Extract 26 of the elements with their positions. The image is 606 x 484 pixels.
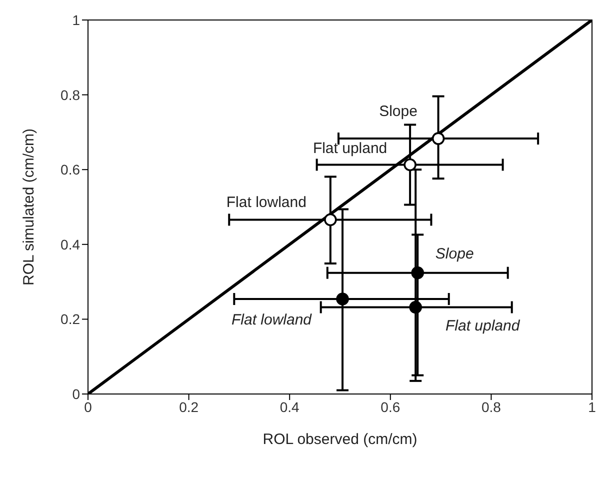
point (324, 213, 337, 226)
point (411, 266, 424, 280)
y-axis-title: ROL simulated (cm/cm) (20, 128, 38, 286)
x-tick-label: 0.4 (280, 398, 300, 415)
point (432, 132, 445, 145)
x-tick-label: 0 (84, 398, 92, 415)
annotation: Flat lowland (226, 194, 306, 212)
annotation: Flat upland (312, 140, 388, 158)
point (409, 300, 422, 314)
annotation: Slope (435, 245, 474, 262)
x-tick-label: 0.8 (481, 398, 502, 415)
point (336, 292, 349, 306)
y-tick-label: 0.2 (60, 311, 80, 328)
y-tick-label: 0.6 (60, 162, 80, 178)
y-tick-label: 0 (72, 386, 80, 402)
y-tick-label: 0.8 (60, 86, 80, 103)
x-tick-label: 0.2 (179, 398, 199, 415)
annotation: Flat upland (445, 318, 520, 335)
x-tick-label: 0.6 (380, 398, 400, 415)
y-tick-label: 1 (72, 12, 80, 28)
y-tick-label: 0.4 (60, 236, 80, 252)
annotation: Flat lowland (231, 312, 312, 329)
x-tick-label: 1 (588, 398, 596, 415)
x-axis-title: ROL observed (cm/cm) (262, 431, 418, 448)
annotation: Slope (379, 103, 418, 120)
point (404, 158, 416, 172)
